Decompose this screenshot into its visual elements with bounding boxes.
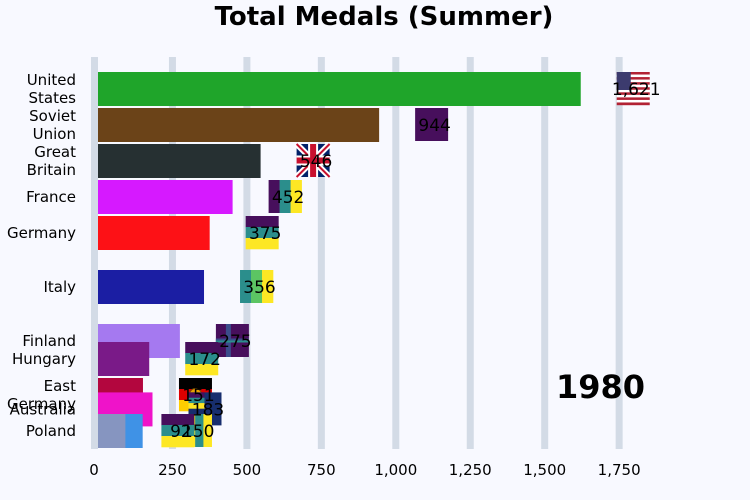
bar-value-label: 546 bbox=[300, 152, 332, 172]
category-label: East bbox=[44, 377, 76, 395]
bar bbox=[98, 144, 261, 178]
bar bbox=[98, 72, 581, 106]
category-label: France bbox=[26, 188, 76, 206]
bars-group bbox=[98, 72, 581, 448]
category-label: Hungary bbox=[12, 350, 76, 368]
flags-group bbox=[161, 72, 650, 448]
grid-line bbox=[541, 57, 549, 449]
bar bbox=[98, 108, 380, 142]
x-tick-label: 250 bbox=[158, 461, 187, 479]
category-label: Germany bbox=[7, 395, 76, 413]
gbr-flag-icon bbox=[294, 141, 332, 180]
bar bbox=[98, 270, 205, 304]
category-label: United bbox=[27, 71, 76, 89]
category-label: Australia bbox=[10, 400, 76, 418]
grid-line bbox=[392, 57, 400, 449]
chart-title: Total Medals (Summer) bbox=[215, 2, 554, 32]
x-tick-labels-group: 0 250 500 750 1,000 1,250 1,500 1,750 bbox=[89, 461, 640, 479]
axis-band bbox=[91, 57, 98, 449]
category-label: Finland bbox=[22, 332, 76, 350]
bar-value-label: 275 bbox=[219, 332, 251, 352]
bar-value-label: 1,621 bbox=[612, 80, 661, 100]
pol2-flag-icon bbox=[161, 414, 195, 448]
bar-value-label: 150 bbox=[182, 422, 214, 442]
bar-value-label: 151 bbox=[182, 386, 214, 406]
grid-line bbox=[466, 57, 474, 449]
category-label: Soviet bbox=[29, 107, 76, 125]
x-tick-label: 1,750 bbox=[598, 461, 641, 479]
category-label: Union bbox=[33, 125, 76, 143]
category-label: Britain bbox=[27, 161, 76, 179]
grid-line bbox=[317, 57, 325, 449]
category-label: Italy bbox=[43, 278, 76, 296]
bar bbox=[98, 414, 126, 448]
category-label: Germany bbox=[7, 224, 76, 242]
category-label: Poland bbox=[26, 422, 76, 440]
x-tick-label: 0 bbox=[89, 461, 99, 479]
bar bbox=[98, 216, 210, 250]
usa-flag-icon bbox=[616, 72, 650, 106]
x-tick-label: 1,250 bbox=[449, 461, 492, 479]
year-label: 1980 bbox=[556, 368, 645, 406]
x-tick-label: 500 bbox=[233, 461, 262, 479]
x-tick-label: 750 bbox=[307, 461, 336, 479]
ger-flag-icon bbox=[245, 216, 279, 250]
bar-value-label: 183 bbox=[192, 400, 224, 420]
bar-value-label: 375 bbox=[249, 224, 281, 244]
x-tick-label: 1,000 bbox=[374, 461, 417, 479]
grid-line bbox=[243, 57, 251, 449]
bar-value-label: 172 bbox=[188, 350, 220, 370]
fin-flag-icon bbox=[215, 324, 249, 357]
grid-line bbox=[168, 57, 176, 449]
grid-line bbox=[615, 57, 623, 449]
bar-value-label: 92 bbox=[170, 422, 192, 442]
x-tick-label: 1,500 bbox=[523, 461, 566, 479]
bar-value-label: 356 bbox=[243, 278, 275, 298]
fra-flag-icon bbox=[268, 180, 302, 213]
hun-flag-icon bbox=[185, 342, 219, 376]
grid-lines bbox=[91, 57, 623, 449]
ussr-flag-icon bbox=[415, 108, 449, 141]
category-label: States bbox=[28, 89, 76, 107]
bar bbox=[98, 342, 150, 376]
ita-flag-icon bbox=[240, 270, 274, 303]
bar bbox=[98, 180, 233, 214]
bar-value-label: 452 bbox=[272, 188, 304, 208]
category-label: Great bbox=[34, 143, 76, 161]
bar-value-label: 944 bbox=[418, 116, 450, 136]
